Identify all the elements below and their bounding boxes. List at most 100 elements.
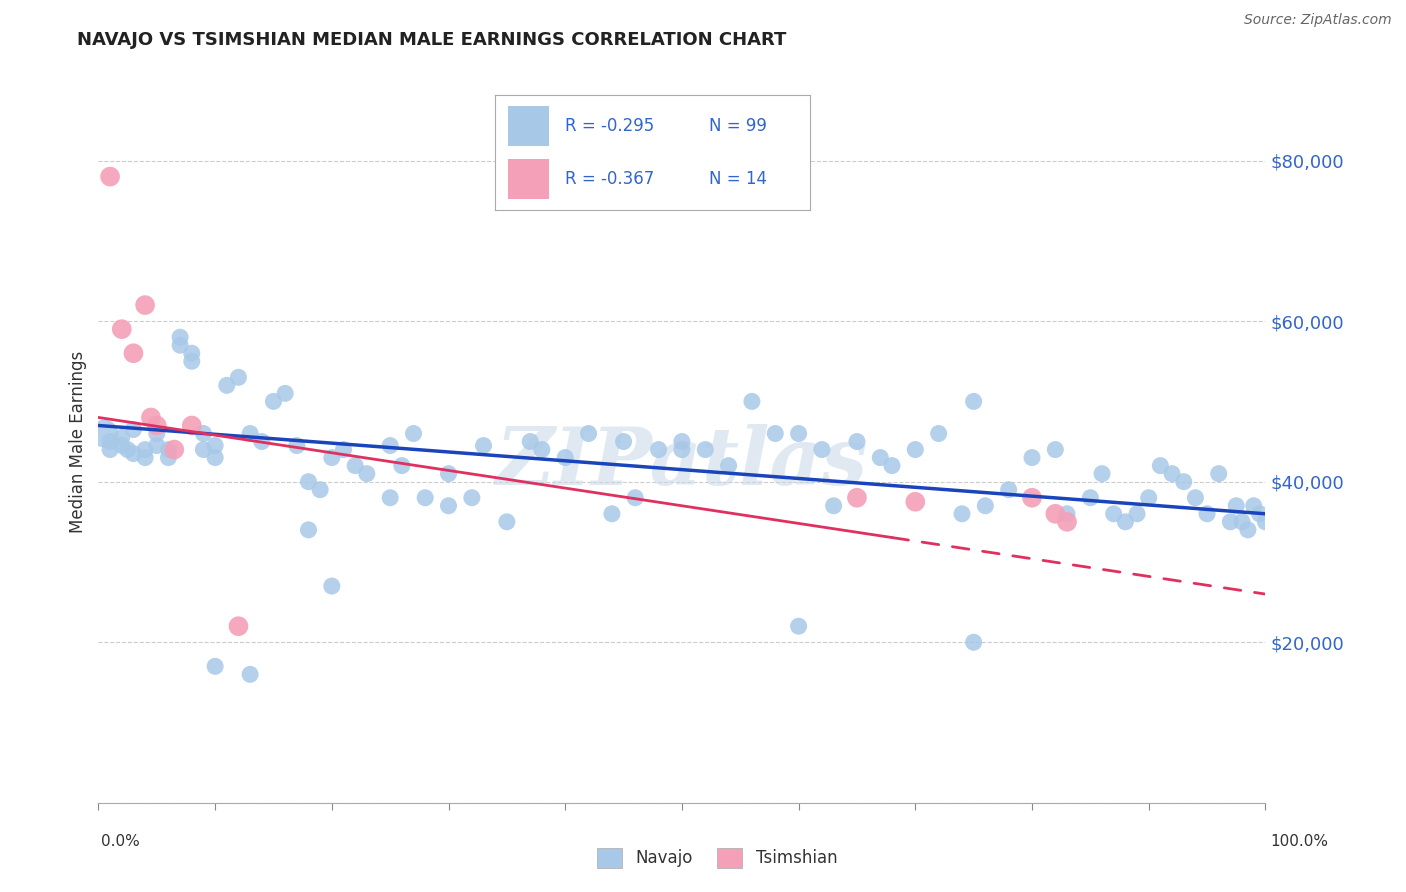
- Point: [928, 426, 950, 441]
- Point: [163, 442, 186, 457]
- Point: [321, 579, 343, 593]
- Point: [169, 338, 191, 352]
- Point: [950, 507, 973, 521]
- Point: [880, 458, 903, 473]
- Point: [787, 619, 810, 633]
- Point: [997, 483, 1019, 497]
- Point: [904, 442, 927, 457]
- Point: [647, 442, 669, 457]
- Point: [1254, 515, 1277, 529]
- Text: 0.0%: 0.0%: [101, 834, 141, 848]
- Point: [1230, 515, 1253, 529]
- Point: [811, 442, 834, 457]
- Point: [904, 494, 927, 508]
- Point: [134, 298, 156, 312]
- Point: [146, 426, 169, 441]
- Point: [380, 438, 402, 452]
- Point: [402, 426, 425, 441]
- Point: [671, 434, 693, 449]
- Point: [111, 322, 134, 336]
- Point: [134, 442, 156, 457]
- Text: Source: ZipAtlas.com: Source: ZipAtlas.com: [1244, 13, 1392, 28]
- Point: [1219, 515, 1241, 529]
- Point: [215, 378, 238, 392]
- Point: [391, 458, 413, 473]
- Point: [1137, 491, 1160, 505]
- Point: [297, 523, 319, 537]
- Point: [461, 491, 484, 505]
- Point: [741, 394, 763, 409]
- Point: [239, 426, 262, 441]
- Point: [274, 386, 297, 401]
- Y-axis label: Median Male Earnings: Median Male Earnings: [69, 351, 87, 533]
- Point: [1080, 491, 1102, 505]
- Point: [823, 499, 845, 513]
- Point: [1045, 442, 1067, 457]
- Point: [1208, 467, 1230, 481]
- Point: [122, 446, 145, 460]
- Point: [1126, 507, 1149, 521]
- Point: [974, 499, 997, 513]
- Point: [180, 346, 202, 360]
- Point: [1161, 467, 1184, 481]
- Point: [1056, 507, 1078, 521]
- Point: [787, 426, 810, 441]
- Point: [1102, 507, 1125, 521]
- Point: [285, 438, 308, 452]
- Point: [1243, 499, 1265, 513]
- Text: NAVAJO VS TSIMSHIAN MEDIAN MALE EARNINGS CORRELATION CHART: NAVAJO VS TSIMSHIAN MEDIAN MALE EARNINGS…: [77, 31, 787, 49]
- Point: [717, 458, 740, 473]
- Point: [117, 442, 139, 457]
- Point: [1091, 467, 1114, 481]
- Point: [613, 434, 636, 449]
- Point: [1149, 458, 1171, 473]
- Point: [1045, 507, 1067, 521]
- Point: [962, 394, 984, 409]
- Point: [846, 434, 869, 449]
- Point: [193, 426, 215, 441]
- Point: [332, 442, 354, 457]
- Point: [204, 659, 226, 673]
- Point: [134, 450, 156, 465]
- Point: [139, 410, 162, 425]
- Point: [321, 450, 343, 465]
- Legend: Navajo, Tsimshian: Navajo, Tsimshian: [591, 841, 844, 875]
- Point: [695, 442, 717, 457]
- Point: [1184, 491, 1206, 505]
- Point: [846, 491, 869, 505]
- Point: [437, 467, 460, 481]
- Point: [380, 491, 402, 505]
- Point: [472, 438, 495, 452]
- Point: [228, 370, 250, 384]
- Point: [1195, 507, 1218, 521]
- Point: [98, 442, 121, 457]
- Point: [228, 619, 250, 633]
- Point: [1237, 523, 1260, 537]
- Point: [413, 491, 436, 505]
- Point: [98, 434, 121, 449]
- Point: [146, 418, 169, 433]
- Point: [98, 169, 121, 184]
- Point: [1056, 515, 1078, 529]
- Point: [600, 507, 623, 521]
- Point: [1173, 475, 1195, 489]
- Point: [157, 442, 180, 457]
- Point: [239, 667, 262, 681]
- Point: [193, 442, 215, 457]
- Point: [93, 426, 115, 441]
- Point: [204, 438, 226, 452]
- Point: [309, 483, 332, 497]
- Point: [578, 426, 600, 441]
- Point: [157, 450, 180, 465]
- Point: [111, 438, 134, 452]
- Point: [122, 422, 145, 436]
- Text: ZIPatlas: ZIPatlas: [496, 425, 868, 502]
- Point: [146, 438, 169, 452]
- Point: [519, 434, 541, 449]
- Point: [122, 346, 145, 360]
- Point: [496, 515, 519, 529]
- Point: [624, 491, 647, 505]
- Point: [356, 467, 378, 481]
- Point: [1021, 491, 1043, 505]
- Point: [671, 442, 693, 457]
